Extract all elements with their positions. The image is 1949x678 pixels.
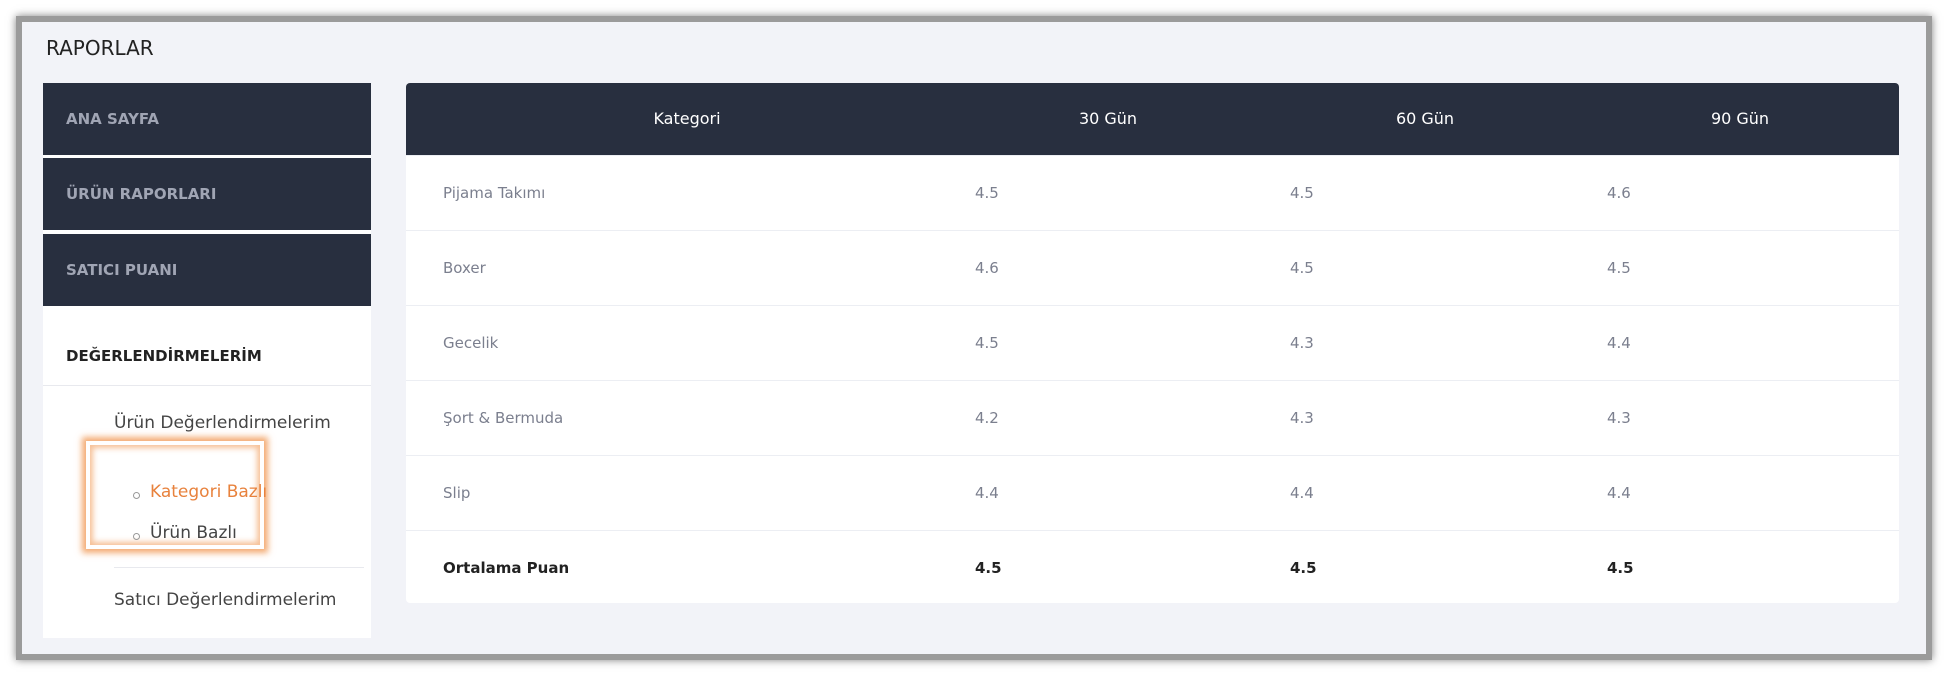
column-header: Kategori [653,109,721,128]
sidebar: ANA SAYFA ÜRÜN RAPORLARI SATICI PUANI DE… [43,83,371,638]
average-cell: 4.5 [1607,559,1634,577]
section-title[interactable]: DEĞERLENDİRMELERİM [66,347,262,365]
group-title[interactable]: Ürün Değerlendirmelerim [114,413,331,433]
rating-cell: 4.5 [1607,259,1631,277]
average-cell: 4.5 [975,559,1002,577]
report-panel: RAPORLAR ANA SAYFA ÜRÜN RAPORLARI SATICI… [16,16,1932,660]
rating-cell: 4.4 [1290,484,1314,502]
table-row: Boxer 4.6 4.5 4.5 [406,230,1899,305]
page-title: RAPORLAR [46,36,154,60]
menu-item[interactable]: ANA SAYFA [43,83,371,155]
menu-item[interactable]: SATICI PUANI [43,234,371,306]
rating-cell: 4.5 [1290,184,1314,202]
table-row: Şort & Bermuda 4.2 4.3 4.3 [406,380,1899,455]
rating-cell: 4.3 [1607,409,1631,427]
submenu-item[interactable]: Ürün Bazlı [150,523,237,543]
rating-cell: 4.5 [1290,259,1314,277]
rating-cell: 4.3 [1290,409,1314,427]
footer-label: Ortalama Puan [443,559,570,577]
average-cell: 4.5 [1290,559,1317,577]
divider [43,385,371,386]
column-header: 30 Gün [1078,109,1138,128]
highlight-box [86,441,264,549]
rating-cell: 4.6 [1607,184,1631,202]
category-cell: Gecelik [443,334,499,352]
submenu-item[interactable]: Kategori Bazlı [150,482,268,502]
rating-cell: 4.5 [975,184,999,202]
rating-cell: 4.6 [975,259,999,277]
column-header: 60 Gün [1395,109,1455,128]
category-cell: Şort & Bermuda [443,409,564,427]
divider [114,567,364,568]
category-cell: Boxer [443,259,486,277]
rating-cell: 4.4 [1607,334,1631,352]
table-row: Pijama Takımı 4.5 4.5 4.6 [406,155,1899,230]
table-row: Gecelik 4.5 4.3 4.4 [406,305,1899,380]
table-footer: Ortalama Puan 4.5 4.5 4.5 [406,530,1899,603]
bullet [133,533,140,540]
rating-cell: 4.2 [975,409,999,427]
category-cell: Pijama Takımı [443,184,546,202]
rating-cell: 4.4 [975,484,999,502]
ratings-table: Kategori 30 Gün 60 Gün 90 Gün Pijama Takımı… [406,83,1899,603]
column-header: 90 Gün [1710,109,1770,128]
category-cell: Slip [443,484,471,502]
bullet [133,492,140,499]
rating-cell: 4.5 [975,334,999,352]
menu-item[interactable]: ÜRÜN RAPORLARI [43,158,371,230]
rating-cell: 4.4 [1607,484,1631,502]
table-row: Slip 4.4 4.4 4.4 [406,455,1899,530]
rating-cell: 4.3 [1290,334,1314,352]
table-header: Kategori 30 Gün 60 Gün 90 Gün [406,83,1899,155]
menu-link[interactable]: Satıcı Değerlendirmelerim [114,590,337,610]
